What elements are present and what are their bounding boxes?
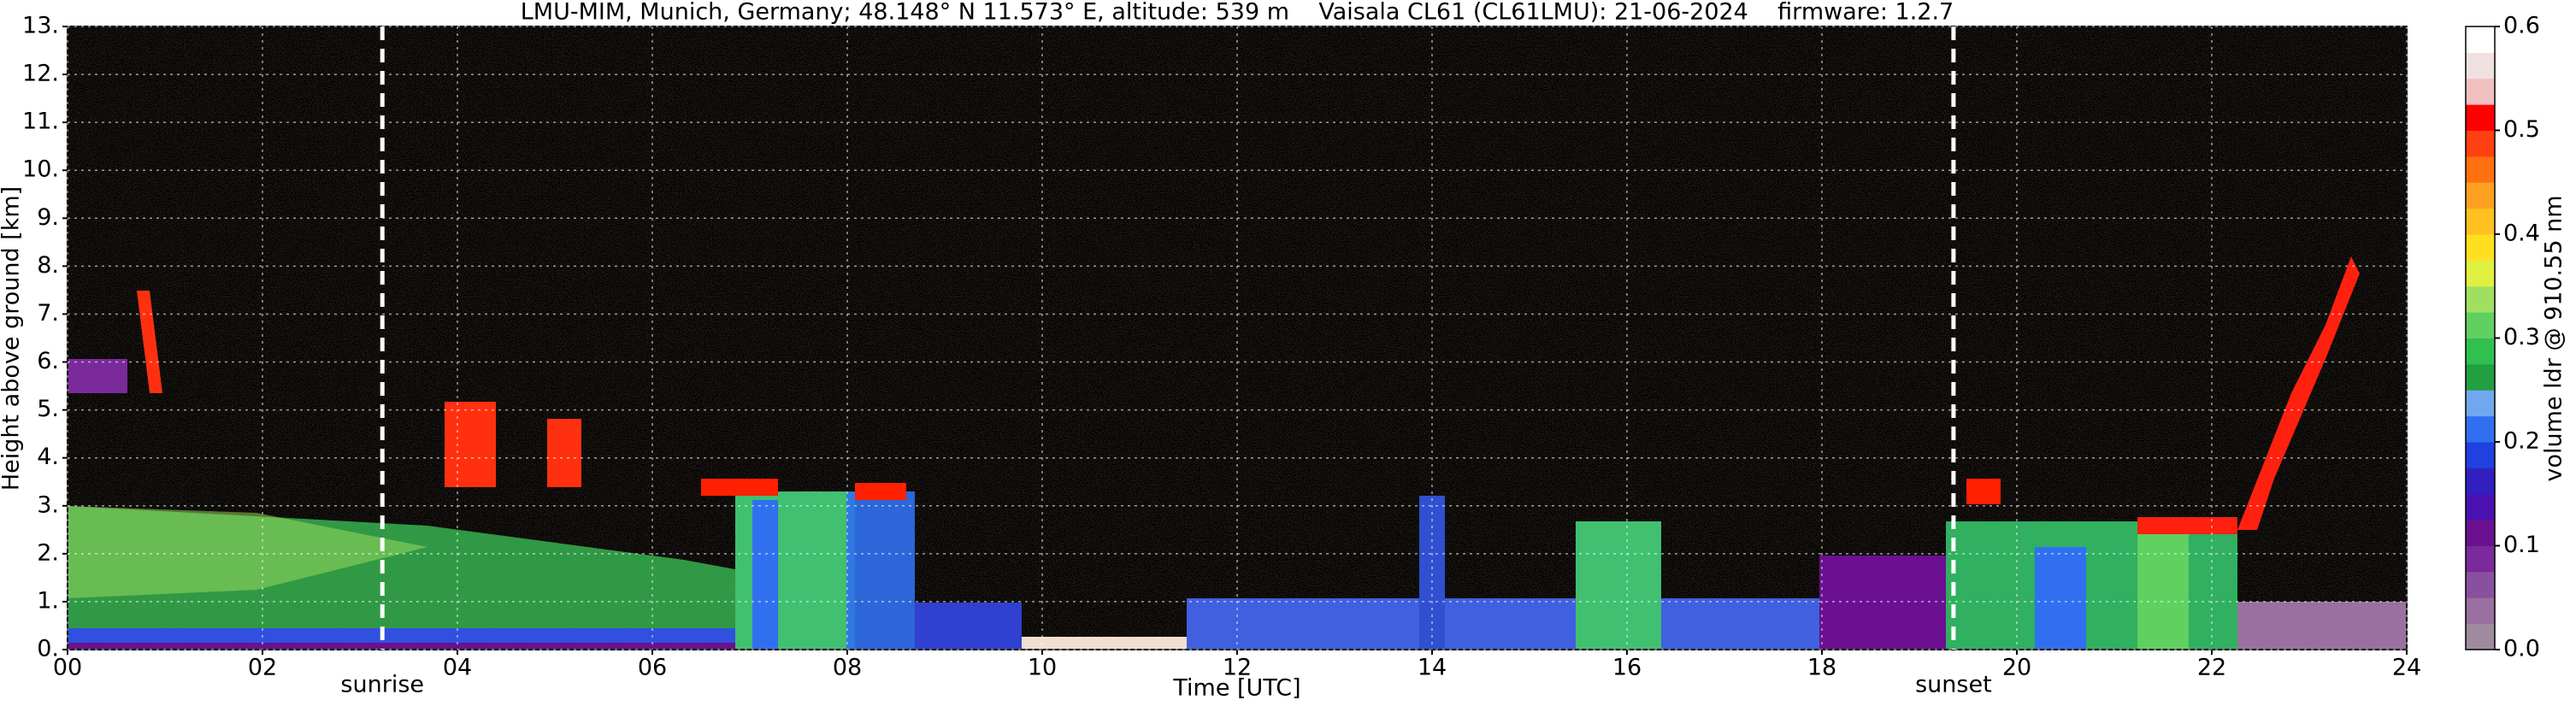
colorbar-swatch xyxy=(2466,234,2495,261)
chart-title: LMU-MIM, Munich, Germany; 48.148° N 11.5… xyxy=(521,0,1954,26)
colorbar-tick-label: 0.4 xyxy=(2503,221,2540,247)
colorbar-swatch xyxy=(2466,571,2495,598)
colorbar-swatch xyxy=(2466,363,2495,391)
y-tick-label: 10. xyxy=(22,156,59,183)
x-tick-label: 06 xyxy=(638,655,667,681)
y-tick-label: 8. xyxy=(37,252,59,279)
colorbar-swatch xyxy=(2466,104,2495,131)
colorbar-swatch xyxy=(2466,390,2495,417)
colorbar-swatch xyxy=(2466,338,2495,365)
x-tick-label: 00 xyxy=(53,655,82,681)
x-tick-label: 20 xyxy=(2002,655,2031,681)
colorbar-swatch xyxy=(2466,52,2495,79)
colorbar-tick-label: 0.5 xyxy=(2503,116,2540,143)
colorbar-swatch xyxy=(2466,468,2495,495)
x-axis-label: Time [UTC] xyxy=(1172,675,1300,702)
colorbar-swatch xyxy=(2466,260,2495,287)
annotation-label: sunset xyxy=(1915,672,1992,698)
x-tick-label: 02 xyxy=(248,655,277,681)
colorbar-swatch xyxy=(2466,208,2495,235)
annotation-label: sunrise xyxy=(340,672,424,698)
colorbar-swatch xyxy=(2466,182,2495,209)
colorbar-swatch xyxy=(2466,442,2495,468)
colorbar-swatch xyxy=(2466,520,2495,546)
y-tick-label: 1. xyxy=(37,587,59,614)
colorbar-tick-label: 0.2 xyxy=(2503,428,2540,455)
colorbar-swatch xyxy=(2466,156,2495,183)
x-tick-label: 16 xyxy=(1612,655,1642,681)
colorbar-tick-label: 0.0 xyxy=(2503,636,2540,662)
colorbar-swatch xyxy=(2466,130,2495,157)
x-tick-label: 14 xyxy=(1418,655,1447,681)
y-tick-label: 2. xyxy=(37,539,59,566)
colorbar-swatch xyxy=(2466,597,2495,625)
colorbar-swatch xyxy=(2466,312,2495,338)
x-tick-label: 18 xyxy=(1807,655,1836,681)
colorbar-label: volume ldr @ 910.55 nm xyxy=(2541,196,2567,482)
y-axis-label: Height above ground [km] xyxy=(0,186,25,491)
y-tick-label: 6. xyxy=(37,348,59,374)
y-tick-label: 7. xyxy=(37,300,59,327)
colorbar-swatch xyxy=(2466,26,2495,53)
heatmap xyxy=(68,26,2407,650)
x-tick-label: 04 xyxy=(443,655,472,681)
x-tick-label: 12 xyxy=(1223,655,1252,681)
y-tick-label: 0. xyxy=(37,636,59,662)
y-tick-label: 4. xyxy=(37,444,59,470)
x-tick-label: 22 xyxy=(2197,655,2226,681)
y-tick-label: 5. xyxy=(37,396,59,422)
colorbar-tick-label: 0.3 xyxy=(2503,324,2540,350)
x-tick-label: 24 xyxy=(2392,655,2421,681)
colorbar-swatch xyxy=(2466,285,2495,313)
colorbar-swatch xyxy=(2466,78,2495,105)
y-tick-label: 3. xyxy=(37,491,59,518)
y-tick-label: 13. xyxy=(22,13,59,39)
y-tick-label: 9. xyxy=(37,204,59,231)
colorbar-swatch xyxy=(2466,623,2495,650)
colorbar-swatch xyxy=(2466,493,2495,521)
colorbar-tick-label: 0.1 xyxy=(2503,532,2540,558)
x-tick-label: 10 xyxy=(1028,655,1057,681)
colorbar-swatch xyxy=(2466,545,2495,573)
x-tick-label: 08 xyxy=(833,655,862,681)
y-tick-label: 12. xyxy=(22,61,59,87)
y-tick-label: 11. xyxy=(22,109,59,135)
colorbar-tick-label: 0.6 xyxy=(2503,13,2540,39)
colorbar-swatch xyxy=(2466,415,2495,443)
